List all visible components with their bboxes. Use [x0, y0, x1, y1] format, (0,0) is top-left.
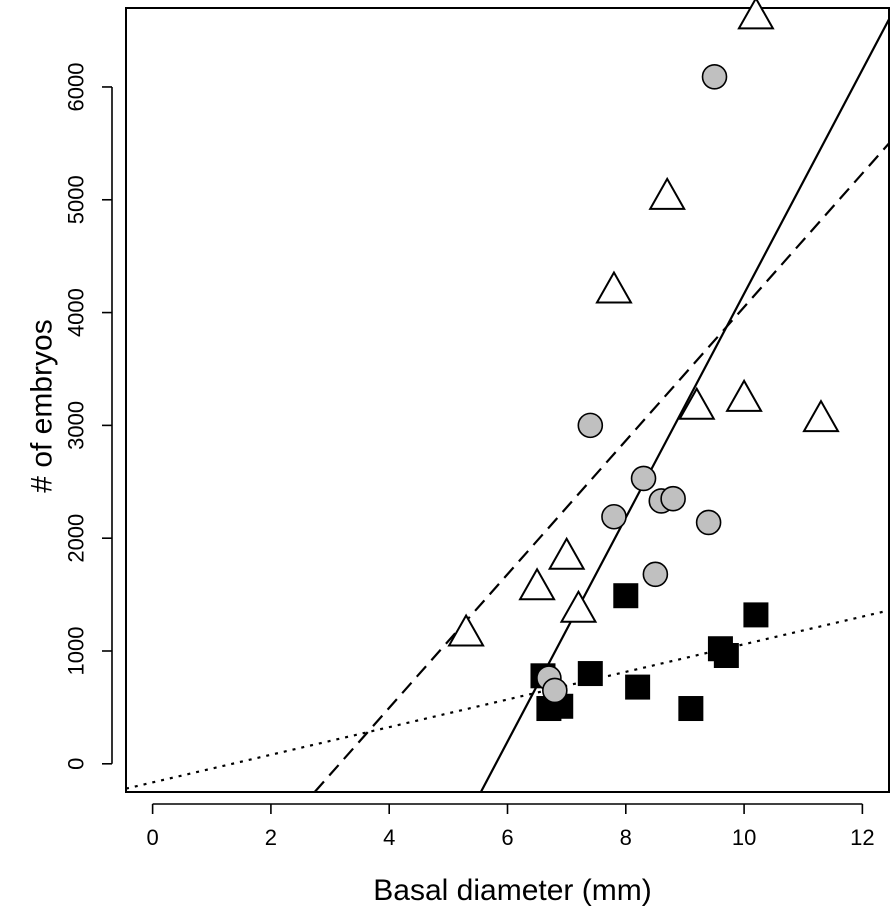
square-point [625, 674, 651, 700]
circle-point [577, 412, 604, 439]
y-tick-label: 5000 [64, 175, 89, 224]
x-tick-label: 6 [501, 825, 513, 850]
fit-line-dashed [313, 142, 889, 792]
plot-area [125, 7, 890, 793]
triangle-point [559, 589, 598, 623]
fit-line-solid [479, 18, 889, 792]
square-point [678, 696, 704, 722]
circle-point [695, 509, 722, 536]
x-tick-label: 4 [383, 825, 395, 850]
triangle-point [595, 270, 633, 304]
y-tick-label: 3000 [64, 401, 89, 450]
fit-lines [126, 18, 889, 792]
y-tick-label: 4000 [64, 288, 89, 337]
plot-border [125, 7, 890, 793]
markers [447, 0, 840, 722]
square-point [613, 583, 639, 609]
circle-point [701, 64, 728, 90]
y-axis-title: # of embryos [26, 319, 59, 492]
x-tick-label: 12 [850, 825, 874, 850]
triangle-point [678, 386, 716, 420]
x-tick-label: 0 [146, 825, 158, 850]
square-point [713, 643, 739, 669]
x-tick-label: 10 [732, 825, 756, 850]
triangle-point [725, 378, 763, 412]
y-tick-label: 1000 [64, 627, 89, 676]
circle-point [630, 465, 657, 492]
triangle-point [518, 567, 556, 601]
x-tick-label: 8 [620, 825, 632, 850]
x-axis: 0 2 4 6 8 10 12 [146, 803, 875, 850]
triangle-point [547, 536, 586, 570]
y-axis: 0 1000 2000 3000 4000 5000 6000 [64, 62, 113, 770]
square-point [743, 602, 769, 628]
circle-point [542, 677, 568, 704]
triangle-point [737, 0, 775, 30]
triangle-point [648, 176, 686, 210]
circle-point [642, 561, 669, 588]
circle-point [660, 485, 686, 512]
triangle-point [802, 399, 840, 433]
y-tick-label: 6000 [64, 62, 89, 111]
y-tick-label: 0 [64, 758, 89, 770]
x-tick-label: 2 [265, 825, 277, 850]
y-tick-label: 2000 [64, 514, 89, 563]
circle-point [601, 503, 627, 530]
triangle-point [447, 613, 485, 647]
square-point [577, 661, 603, 687]
x-axis-title: Basal diameter (mm) [373, 874, 651, 907]
fit-line-dotted [126, 609, 889, 790]
